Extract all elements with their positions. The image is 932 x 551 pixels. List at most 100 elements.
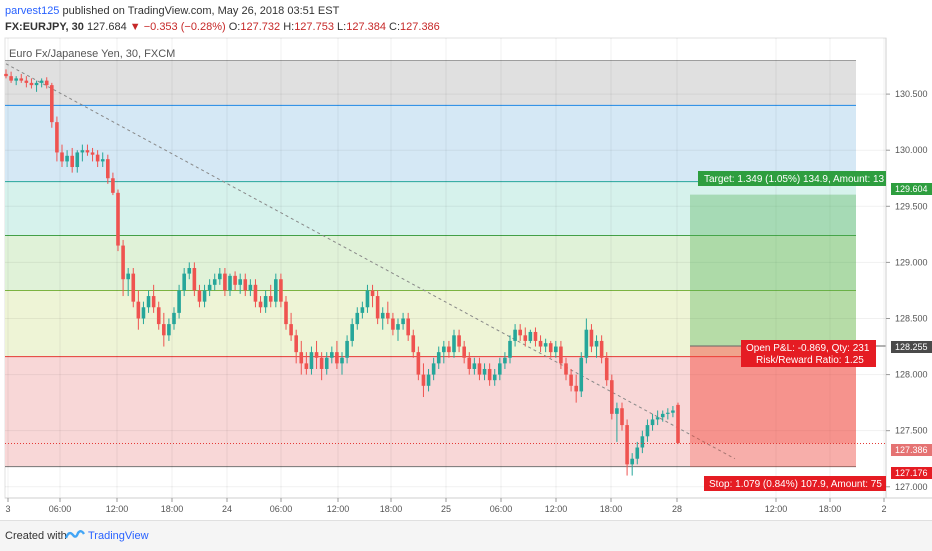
candle bbox=[207, 284, 212, 291]
candle bbox=[9, 76, 13, 81]
low-label: L: bbox=[337, 21, 347, 33]
y-tick-label: 128.500 bbox=[895, 313, 928, 323]
candle bbox=[498, 363, 502, 375]
x-tick-label: 06:00 bbox=[270, 504, 293, 514]
candle bbox=[533, 331, 538, 341]
candle bbox=[228, 275, 232, 291]
candle bbox=[452, 335, 456, 353]
current-price: 127.386 bbox=[895, 445, 928, 455]
candle bbox=[65, 155, 69, 162]
candle bbox=[625, 425, 629, 465]
candle bbox=[289, 324, 293, 336]
candle bbox=[538, 340, 543, 347]
candle bbox=[508, 340, 512, 358]
fib-zone bbox=[5, 60, 856, 106]
candle bbox=[620, 408, 624, 426]
candle bbox=[615, 408, 619, 414]
candle bbox=[90, 152, 95, 155]
candle bbox=[406, 318, 410, 336]
candle bbox=[34, 82, 39, 86]
x-tick-label: 18:00 bbox=[380, 504, 403, 514]
candle bbox=[660, 413, 665, 418]
candle bbox=[487, 368, 492, 381]
low-value: 127.384 bbox=[346, 21, 386, 33]
position-tool[interactable] bbox=[5, 194, 886, 468]
candle bbox=[19, 78, 24, 81]
candle bbox=[401, 318, 405, 325]
x-tick-label: 12:00 bbox=[765, 504, 788, 514]
candle bbox=[309, 352, 314, 369]
candle bbox=[55, 122, 59, 153]
candle bbox=[554, 346, 558, 353]
candle bbox=[655, 417, 660, 420]
candle bbox=[462, 346, 466, 358]
price-axis[interactable]: 130.500 130.000 129.500 129.000 128.500 128.0… bbox=[885, 38, 928, 498]
pnl-label: Open P&L: -0.869, Qty: 231 Risk/Reward R… bbox=[741, 340, 876, 367]
price-chart[interactable]: 130.500 130.000 129.500 129.000 128.500 128.0… bbox=[0, 0, 932, 520]
target-price: 129.604 bbox=[895, 184, 928, 194]
x-tick-label: 12:00 bbox=[327, 504, 350, 514]
candle bbox=[294, 335, 298, 353]
candle bbox=[75, 152, 80, 168]
ohlc-line: FX:EURJPY, 30 127.684 ▼ −0.353 (−0.28%) … bbox=[5, 21, 440, 33]
candle bbox=[263, 296, 268, 308]
candle bbox=[253, 284, 258, 302]
candle bbox=[162, 324, 166, 336]
x-tick-label: 18:00 bbox=[819, 504, 842, 514]
candle bbox=[513, 329, 517, 341]
rr-text: Risk/Reward Ratio: 1.25 bbox=[756, 355, 864, 366]
x-tick-label: 28 bbox=[672, 504, 682, 514]
candle bbox=[248, 284, 253, 291]
tradingview-link[interactable]: TradingView bbox=[88, 530, 149, 542]
symbol-label: FX:EURJPY, 30 bbox=[5, 21, 84, 33]
candle bbox=[355, 312, 360, 325]
grid-lines bbox=[5, 38, 886, 498]
candle bbox=[548, 343, 553, 353]
candle bbox=[136, 301, 141, 319]
candle bbox=[365, 290, 370, 308]
candle bbox=[482, 368, 487, 375]
x-tick-label: 06:00 bbox=[490, 504, 513, 514]
last-price: 127.684 bbox=[86, 21, 127, 33]
candle bbox=[411, 335, 416, 353]
close-label: C: bbox=[389, 21, 401, 33]
candle bbox=[85, 150, 90, 153]
candle bbox=[156, 307, 161, 325]
close-value: 127.386 bbox=[400, 21, 440, 33]
open-value: 127.732 bbox=[240, 21, 281, 33]
candle bbox=[29, 82, 34, 86]
y-tick-label: 127.000 bbox=[895, 482, 928, 492]
candle bbox=[467, 357, 472, 369]
candle bbox=[391, 318, 395, 330]
candle bbox=[268, 296, 273, 302]
publish-line: parvest125 published on TradingView.com,… bbox=[5, 5, 339, 17]
candle bbox=[319, 357, 324, 369]
candle bbox=[279, 279, 283, 302]
x-tick-label: 06:00 bbox=[49, 504, 72, 514]
candle bbox=[518, 329, 522, 336]
candle bbox=[569, 374, 573, 386]
entry-price-badge: 128.255 bbox=[891, 341, 932, 353]
time-axis[interactable]: 3 06:00 12:00 18:00 24 06:00 12:00 18:00 25 06:00… bbox=[5, 497, 932, 514]
stop-price-badge: 127.176 bbox=[891, 467, 932, 479]
stop-text: Stop: 1.079 (0.84%) 107.9, Amount: 75 bbox=[709, 479, 882, 490]
x-tick-label: 12:00 bbox=[545, 504, 568, 514]
candle bbox=[14, 78, 18, 81]
candle bbox=[141, 307, 146, 319]
candle bbox=[370, 290, 375, 297]
tradingview-logo-icon bbox=[65, 530, 85, 539]
candle bbox=[24, 80, 29, 83]
candle bbox=[447, 346, 451, 353]
fib-zone bbox=[5, 356, 856, 467]
footer-bar: Created with TradingView bbox=[0, 520, 932, 551]
target-text: Target: 1.349 (1.05%) 134.9, Amount: 13 bbox=[704, 174, 885, 185]
candle bbox=[274, 279, 278, 302]
candle bbox=[523, 335, 528, 341]
y-tick-label: 129.500 bbox=[895, 201, 928, 211]
candle bbox=[386, 312, 390, 319]
candle bbox=[167, 324, 171, 336]
author-link[interactable]: parvest125 bbox=[5, 5, 60, 17]
candle bbox=[640, 436, 645, 448]
x-tick-label: 25 bbox=[441, 504, 451, 514]
candle bbox=[131, 273, 136, 302]
